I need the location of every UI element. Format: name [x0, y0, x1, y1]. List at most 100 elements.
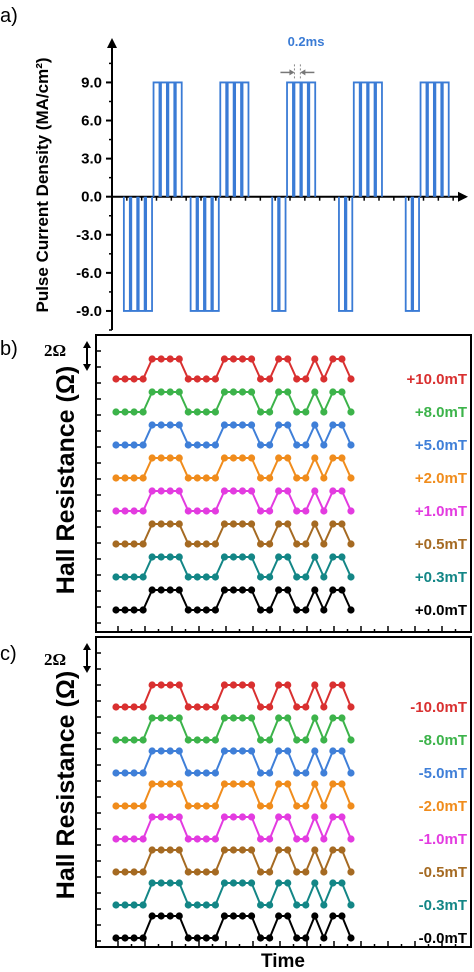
- series-point: [220, 355, 229, 363]
- series-point: [112, 868, 120, 876]
- series-point: [275, 421, 283, 429]
- series-point: [311, 454, 319, 462]
- series-point: [338, 553, 346, 561]
- series-point: [139, 474, 147, 482]
- series-point: [112, 573, 120, 581]
- series-point: [247, 355, 256, 363]
- series-point: [184, 540, 192, 548]
- positive-pulse: [300, 81, 309, 197]
- series-point: [329, 388, 337, 396]
- series-point: [284, 747, 292, 755]
- series-point: [229, 813, 238, 821]
- series-point: [112, 408, 120, 416]
- negative-pulse: [338, 196, 346, 312]
- series-point: [329, 879, 337, 887]
- series-point: [266, 606, 274, 614]
- series-point: [166, 388, 174, 396]
- series-point: [112, 934, 120, 942]
- series-point: [157, 681, 165, 689]
- series-point: [293, 375, 301, 383]
- series-point: [311, 421, 319, 429]
- series-point: [157, 879, 165, 887]
- series-point: [139, 507, 147, 515]
- series-point: [284, 388, 292, 396]
- negative-pulse: [145, 196, 153, 312]
- series-point: [266, 769, 274, 777]
- series-point: [347, 441, 355, 449]
- series-point: [211, 736, 220, 744]
- series-point: [121, 769, 129, 777]
- series-point: [175, 747, 183, 755]
- negative-pulse: [271, 196, 280, 312]
- series-point: [347, 573, 355, 581]
- series-point: [130, 802, 138, 810]
- series-point: [311, 813, 319, 821]
- panel-c-scale-label: 2Ω: [44, 650, 66, 669]
- series-point: [166, 912, 174, 920]
- series-point: [338, 681, 346, 689]
- series-point: [302, 835, 310, 843]
- series-point: [338, 846, 346, 854]
- series-point: [266, 868, 274, 876]
- series-point: [193, 703, 201, 711]
- series-8: -0.0mT: [112, 912, 467, 947]
- series-point: [256, 934, 265, 942]
- series-point: [247, 879, 256, 887]
- series-3: -5.0mT: [112, 747, 467, 782]
- series-point: [130, 606, 138, 614]
- series-point: [320, 606, 328, 614]
- series-point: [157, 487, 165, 495]
- series-point: [184, 868, 192, 876]
- series-point: [256, 736, 265, 744]
- series-point: [275, 553, 283, 561]
- panel-c-scale-bar: [83, 643, 91, 673]
- series-label: -0.5mT: [419, 864, 467, 881]
- series-point: [256, 769, 265, 777]
- series-point: [220, 553, 229, 561]
- series-point: [148, 846, 156, 854]
- series-point: [302, 507, 310, 515]
- series-point: [293, 802, 301, 810]
- series-point: [302, 901, 310, 909]
- series-point: [130, 507, 138, 515]
- series-point: [139, 934, 147, 942]
- series-point: [220, 388, 229, 396]
- series-point: [220, 421, 229, 429]
- series-point: [148, 421, 156, 429]
- series-point: [347, 802, 355, 810]
- panel-a-y-tick-label: -6.0: [76, 265, 102, 282]
- series-point: [112, 606, 120, 614]
- series-point: [166, 487, 174, 495]
- series-point: [256, 573, 265, 581]
- series-point: [211, 769, 220, 777]
- series-label: -2.0mT: [419, 798, 467, 815]
- series-point: [121, 507, 129, 515]
- series-point: [293, 835, 301, 843]
- series-point: [139, 835, 147, 843]
- series-point: [229, 388, 238, 396]
- series-point: [229, 879, 238, 887]
- positive-pulse: [174, 81, 183, 197]
- series-point: [229, 747, 238, 755]
- series-point: [347, 375, 355, 383]
- series-point: [275, 388, 283, 396]
- series-label: -5.0mT: [419, 765, 467, 782]
- panel-a-letter: a): [0, 5, 18, 27]
- positive-pulse: [427, 81, 435, 197]
- series-5: -1.0mT: [112, 813, 467, 848]
- series-point: [284, 487, 292, 495]
- series-point: [202, 934, 210, 942]
- series-label: +5.0mT: [415, 437, 467, 454]
- positive-pulse: [375, 81, 383, 197]
- scale-bar-arrow-down: [83, 364, 91, 371]
- series-point: [329, 487, 337, 495]
- series-point: [229, 487, 238, 495]
- series-point: [329, 586, 337, 594]
- series-point: [220, 714, 229, 722]
- series-point: [275, 846, 283, 854]
- panel-b-frame: [95, 334, 472, 633]
- series-point: [284, 813, 292, 821]
- series-point: [229, 586, 238, 594]
- series-point: [193, 802, 201, 810]
- series-point: [211, 573, 220, 581]
